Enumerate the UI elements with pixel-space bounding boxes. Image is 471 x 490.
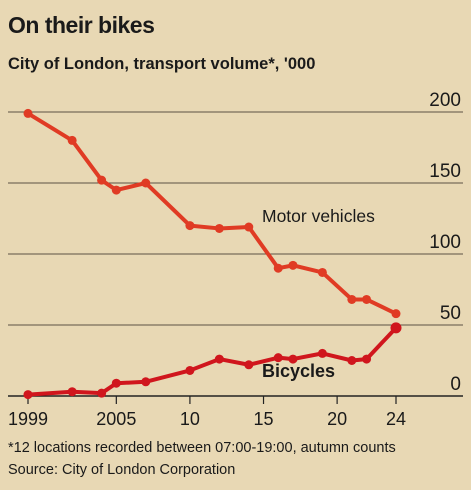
data-point-motor-vehicles [23, 108, 33, 118]
data-point-bicycles [362, 354, 372, 364]
x-tick-label: 10 [180, 409, 200, 429]
data-point-bicycles [23, 390, 33, 400]
data-point-bicycles [97, 388, 107, 398]
data-point-motor-vehicles [362, 294, 372, 304]
data-point-motor-vehicles [214, 223, 224, 233]
series-line-bicycles [26, 325, 398, 397]
data-point-motor-vehicles [111, 185, 121, 195]
data-point-motor-vehicles [185, 221, 195, 231]
data-point-bicycles [244, 360, 254, 370]
data-point-motor-vehicles [317, 267, 327, 277]
series-label-bicycles: Bicycles [262, 361, 335, 381]
y-tick-label: 50 [440, 303, 461, 324]
data-point-bicycles [317, 348, 327, 358]
data-point-motor-vehicles [244, 222, 254, 232]
series-labels: Motor vehicles Bicycles [262, 206, 375, 381]
data-point-bicycles [214, 354, 224, 364]
data-point-motor-vehicles [141, 178, 151, 188]
y-tick-labels: 200 150 100 50 0 [429, 90, 461, 395]
x-tick-label: 24 [386, 409, 406, 429]
x-tick-label: 2005 [96, 409, 136, 429]
data-point-motor-vehicles [67, 135, 77, 145]
gridlines [8, 111, 463, 397]
data-point-bicycles [288, 354, 298, 364]
data-point-bicycles [111, 378, 121, 388]
series [23, 108, 402, 400]
chart-subtitle: City of London, transport volume*, '000 [8, 55, 316, 73]
y-tick-label: 200 [429, 90, 461, 111]
data-point-bicycles [185, 365, 195, 375]
y-tick-label: 100 [429, 232, 461, 253]
data-point-motor-vehicles [347, 294, 357, 304]
data-point-bicycles [141, 377, 151, 387]
data-point-motor-vehicles [391, 309, 401, 319]
y-tick-label: 0 [450, 374, 461, 395]
data-point-motor-vehicles [273, 263, 283, 273]
x-tick-label: 1999 [8, 409, 48, 429]
data-point-bicycles [347, 356, 357, 365]
data-point-motor-vehicles [288, 260, 298, 270]
chart-title: On their bikes [8, 12, 155, 38]
series-label-motor-vehicles: Motor vehicles [262, 206, 375, 226]
data-point-bicycles [67, 387, 77, 397]
footnote: *12 locations recorded between 07:00-19:… [8, 440, 396, 456]
source-note: Source: City of London Corporation [8, 462, 236, 478]
x-tick-label: 15 [254, 409, 274, 429]
data-point-bicycles [273, 353, 283, 363]
data-point-bicycles [390, 322, 402, 334]
data-point-motor-vehicles [97, 175, 107, 185]
x-tick-labels: 1999 2005 10 15 20 24 [8, 396, 406, 429]
x-tick-label: 20 [327, 409, 347, 429]
y-tick-label: 150 [429, 161, 461, 182]
line-chart: 200 150 100 50 0 1999 2005 10 15 20 24 Motor vehi… [8, 90, 463, 429]
